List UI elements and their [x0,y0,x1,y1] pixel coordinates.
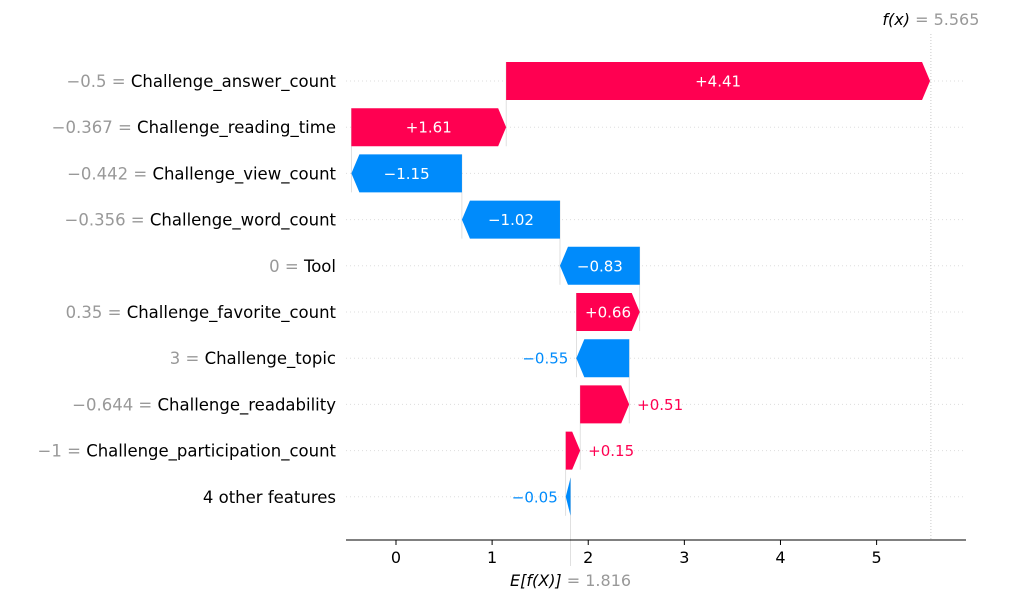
x-tick-label: 1 [487,548,497,567]
feature-name: Challenge_readability [158,395,337,415]
equals-sign: = [126,211,150,230]
negative-bar [565,477,571,516]
feature-name: Challenge_view_count [152,164,336,184]
bar-value-label: −1.15 [384,165,430,183]
bar-value-label: −1.02 [488,211,534,229]
positive-bar [565,431,581,470]
negative-bar [351,154,462,193]
x-tick-label: 5 [872,548,882,567]
feature-value: −0.356 [65,211,126,230]
feature-label: −0.644 = Challenge_readability [72,395,336,415]
positive-bar [351,108,507,147]
equals-sign: = [102,303,126,322]
x-tick-label: 4 [775,548,785,567]
feature-name: Challenge_topic [205,349,336,369]
feature-name: Challenge_favorite_count [127,303,337,323]
feature-value: −1 [38,442,62,461]
feature-label: 3 = Challenge_topic [170,349,336,369]
feature-value: 0 [269,257,280,276]
feature-label: 0 = Tool [269,257,336,276]
bar-value-label: −0.83 [577,257,623,275]
feature-label: −0.5 = Challenge_answer_count [66,72,336,92]
bar-value-label: +1.61 [406,119,452,137]
positive-bar [580,385,630,424]
bar-value-label: +4.41 [695,73,741,91]
equals-sign: = [128,164,152,183]
positive-bar [576,293,640,331]
feature-name: Challenge_participation_count [86,442,336,462]
feature-label: 0.35 = Challenge_favorite_count [66,303,337,323]
feature-name: Challenge_answer_count [131,72,337,92]
feature-label: −1 = Challenge_participation_count [38,442,337,462]
feature-value: 0.35 [66,303,103,322]
x-tick-label: 2 [583,548,593,567]
feature-value: −0.5 [66,72,106,91]
negative-bar [559,246,640,285]
feature-label: −0.367 = Challenge_reading_time [52,118,336,138]
negative-bar [461,200,560,239]
equals-sign: = [280,257,304,276]
feature-name: Tool [303,257,336,276]
efx-label-value: = 1.816 [562,571,631,590]
fx-label: f(x) = 5.565 [882,10,979,29]
equals-sign: = [107,72,131,91]
feature-label: −0.442 = Challenge_view_count [67,164,336,184]
equals-sign: = [133,395,157,414]
bar-value-label: −0.05 [512,488,558,506]
feature-label: −0.356 = Challenge_word_count [65,211,337,231]
equals-sign: = [113,118,137,137]
bar-value-label: +0.51 [637,396,683,414]
fx-label-value: = 5.565 [910,10,979,29]
equals-sign: = [62,442,86,461]
feature-value: −0.367 [52,118,113,137]
bar-value-label: +0.66 [585,304,631,322]
bar-value-label: −0.55 [522,350,568,368]
equals-sign: = [180,349,204,368]
feature-value: −0.442 [67,164,128,183]
feature-name: Challenge_reading_time [137,118,336,138]
feature-name: Challenge_word_count [150,211,337,231]
efx-label: E[f(X)] = 1.816 [510,571,631,590]
x-tick-label: 3 [679,548,689,567]
feature-value: −0.644 [72,395,133,414]
x-tick-label: 0 [391,548,401,567]
feature-value: 3 [170,349,181,368]
positive-bar [506,62,931,100]
fx-label-prefix: f(x) [882,10,910,29]
negative-bar [576,339,630,378]
feature-name: 4 other features [203,488,336,507]
efx-label-prefix: E[f(X)] [510,571,562,590]
feature-label: 4 other features [203,488,336,507]
bar-value-label: +0.15 [588,442,634,460]
